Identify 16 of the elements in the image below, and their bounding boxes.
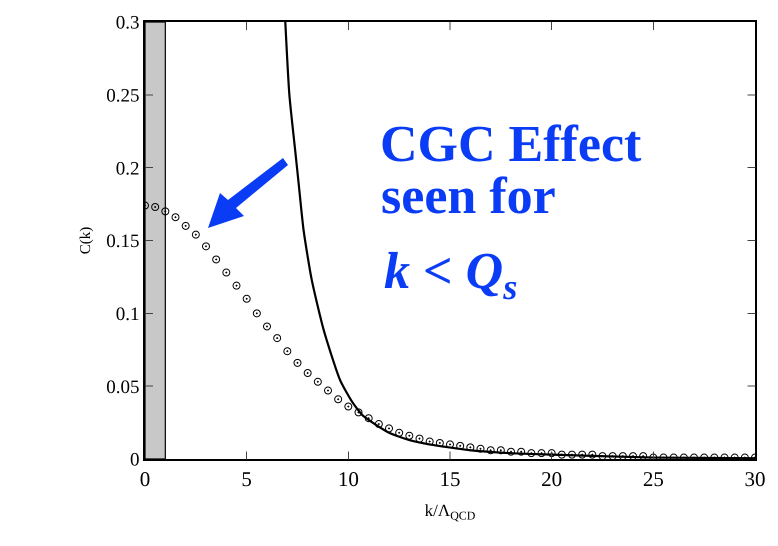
y-tick-label: 0.25 xyxy=(106,85,140,106)
y-tick-label: 0.15 xyxy=(106,231,140,252)
y-tick-label: 0.1 xyxy=(116,304,140,325)
annotation: k < Q$_{s}$ xyxy=(384,243,518,307)
x-tick-label: 20 xyxy=(541,466,562,491)
x-tick-label: 15 xyxy=(440,466,460,491)
y-tick-label: 0.3 xyxy=(116,12,140,34)
y-tick-label: 0.2 xyxy=(116,158,140,180)
y-tick-label: 0 xyxy=(130,450,140,471)
x-tick-label: 30 xyxy=(744,466,766,491)
x-tick-label: 10 xyxy=(338,466,359,491)
x-axis-title: k/Λ$_{QCD}$ xyxy=(424,500,476,522)
y-axis-title: C(k) xyxy=(78,226,94,254)
x-tick-label: 25 xyxy=(642,466,664,491)
y-tick-label: 0.05 xyxy=(106,376,140,398)
x-tick-label: 5 xyxy=(241,466,252,491)
